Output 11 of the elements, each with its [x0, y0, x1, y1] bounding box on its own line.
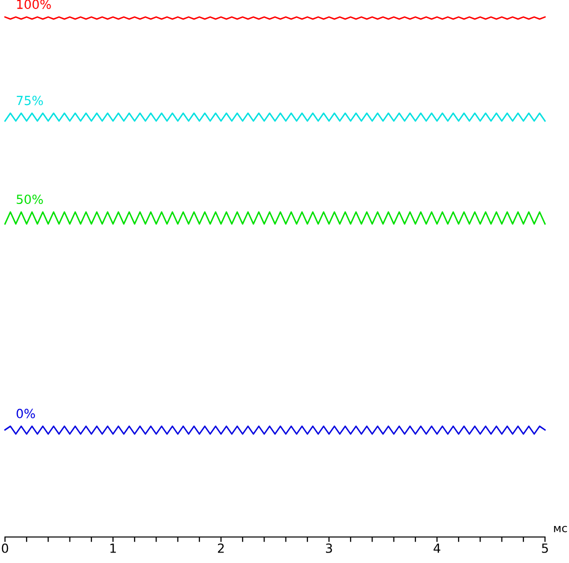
series-label: 0% — [16, 408, 35, 418]
x-tick-label: 0 — [2, 543, 8, 553]
x-tick-label: 2 — [218, 543, 224, 553]
series-label: 50% — [16, 194, 43, 204]
x-tick-label: 3 — [326, 543, 332, 553]
series-label: 75% — [16, 96, 43, 106]
x-tick-label: 5 — [542, 544, 548, 553]
x-axis-title: мс — [554, 526, 567, 532]
x-tick-label: 1 — [110, 544, 116, 553]
series-label: 100% — [17, 0, 51, 10]
x-tick-label: 4 — [434, 544, 440, 553]
